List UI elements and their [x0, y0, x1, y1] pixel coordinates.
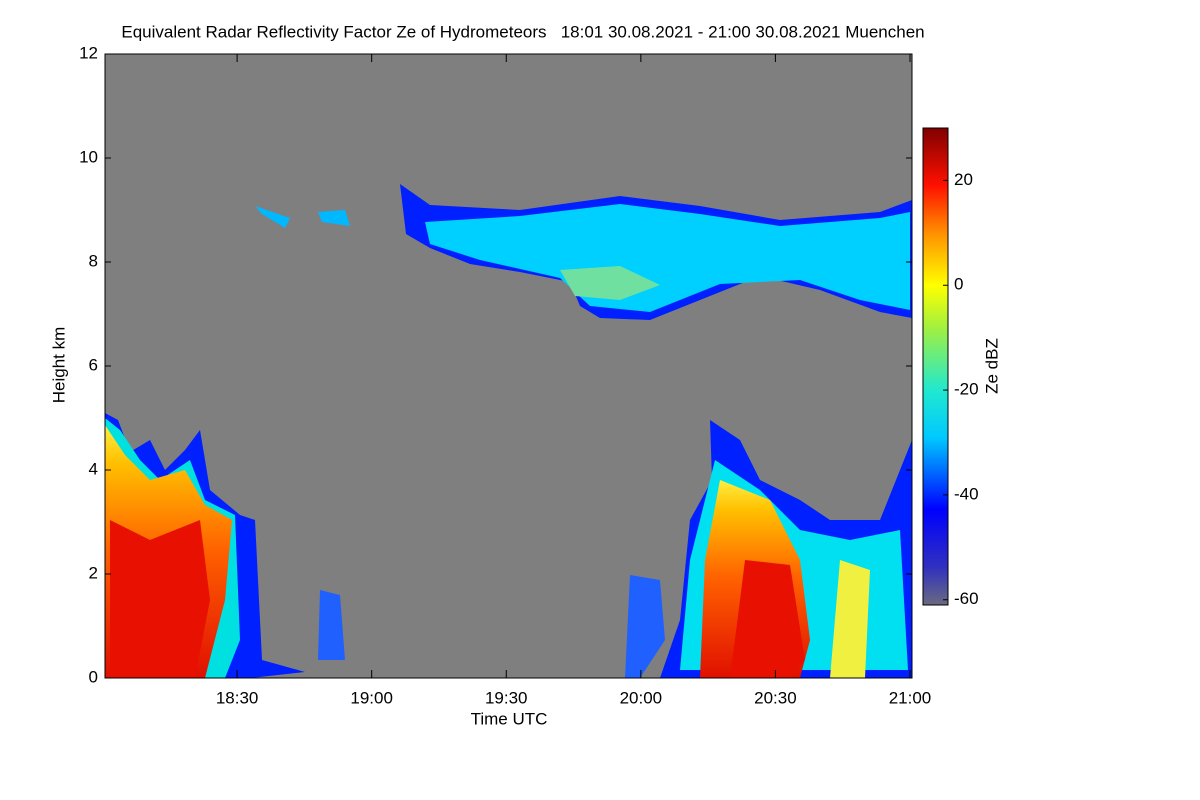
y-tick-label: 8 — [89, 251, 98, 270]
colorbar-tick-label: -40 — [954, 484, 979, 503]
y-axis-label: Height km — [49, 327, 68, 404]
x-tick-label: 21:00 — [889, 688, 932, 707]
x-tick-label: 18:30 — [216, 688, 259, 707]
x-axis-label: Time UTC — [471, 709, 548, 728]
y-tick-label: 0 — [89, 667, 98, 686]
y-tick-label: 12 — [79, 43, 98, 62]
y-tick-label: 2 — [89, 563, 98, 582]
colorbar — [922, 127, 949, 606]
x-tick-label: 20:00 — [620, 688, 663, 707]
chart-title: Equivalent Radar Reflectivity Factor Ze … — [121, 22, 924, 41]
x-tick-label: 20:30 — [754, 688, 797, 707]
x-tick-label: 19:30 — [485, 688, 528, 707]
y-tick-label: 4 — [89, 459, 98, 478]
plot-area — [104, 53, 913, 679]
colorbar-tick-label: -20 — [954, 380, 979, 399]
y-tick-label: 10 — [79, 147, 98, 166]
colorbar-tick-label: -60 — [954, 589, 979, 608]
colorbar-tick-label: 20 — [954, 170, 973, 189]
echo-regions — [105, 184, 912, 678]
colorbar-label: Ze dBZ — [982, 338, 1001, 394]
y-tick-label: 6 — [89, 355, 98, 374]
x-tick-label: 19:00 — [350, 688, 393, 707]
colorbar-tick-label: 0 — [954, 275, 963, 294]
